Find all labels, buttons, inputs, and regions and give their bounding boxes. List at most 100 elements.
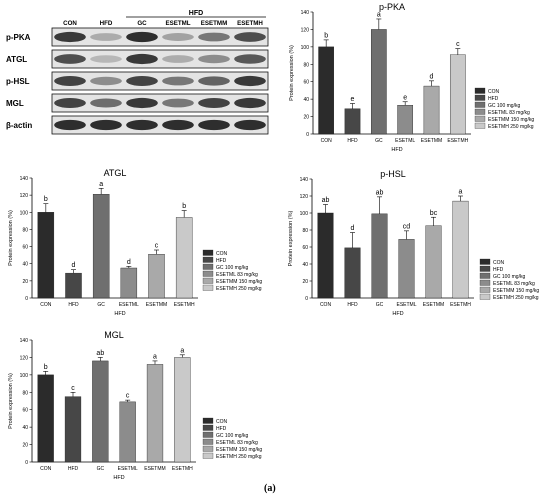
legend-label: ESETMH 250 mg/kg bbox=[216, 454, 262, 460]
blot-lane-label: ESETMM bbox=[201, 20, 227, 27]
bar bbox=[37, 212, 55, 299]
blot-protein-label: MGL bbox=[6, 99, 24, 108]
x-tick-label: HFD bbox=[68, 466, 79, 472]
bar bbox=[92, 194, 110, 299]
bar bbox=[423, 85, 440, 135]
blot-band bbox=[90, 98, 122, 108]
legend-swatch bbox=[474, 122, 486, 129]
legend-label: HFD bbox=[488, 96, 499, 102]
blot-band bbox=[126, 119, 158, 131]
significance-label: a bbox=[180, 347, 184, 354]
legend-label: ESETMH 250 mg/kg bbox=[216, 286, 262, 292]
legend-label: ESETMH 250 mg/kg bbox=[493, 295, 539, 301]
legend-label: HFD bbox=[216, 426, 227, 432]
x-tick-label: ESETMM bbox=[423, 302, 444, 308]
blot-band bbox=[126, 76, 158, 86]
legend-label: HFD bbox=[493, 267, 504, 273]
legend-swatch bbox=[202, 277, 214, 284]
chart-title: p-HSL bbox=[380, 169, 406, 179]
legend-swatch bbox=[202, 431, 214, 438]
x-tick-label: HFD bbox=[347, 302, 358, 308]
blot-band bbox=[126, 53, 158, 65]
blot-band bbox=[90, 119, 122, 131]
significance-label: a bbox=[459, 189, 463, 196]
blot-band bbox=[198, 76, 230, 86]
legend-swatch bbox=[202, 284, 214, 291]
significance-label: ab bbox=[376, 189, 384, 196]
x-tick-label: ESETML bbox=[119, 302, 139, 308]
blot-band bbox=[54, 76, 86, 86]
y-tick-label: 120 bbox=[300, 194, 309, 200]
legend-swatch bbox=[202, 249, 214, 256]
bar bbox=[398, 239, 415, 299]
x-tick-label: ESETML bbox=[118, 466, 138, 472]
significance-label: d bbox=[72, 262, 76, 269]
x-tick-label: HFD bbox=[347, 138, 358, 144]
legend-label: GC 100 mg/kg bbox=[488, 103, 520, 109]
bar bbox=[120, 267, 138, 299]
y-tick-label: 120 bbox=[20, 193, 29, 199]
legend-label: ESETML 83 mg/kg bbox=[216, 272, 258, 278]
y-tick-label: 120 bbox=[301, 27, 310, 33]
legend-label: CON bbox=[493, 260, 505, 266]
legend-label: HFD bbox=[216, 258, 227, 264]
x-tick-label: GC bbox=[97, 466, 105, 472]
legend-swatch bbox=[202, 424, 214, 431]
legend-label: GC 100 mg/kg bbox=[216, 433, 248, 439]
x-tick-label: GC bbox=[376, 302, 384, 308]
y-tick-label: 100 bbox=[301, 45, 310, 51]
blot-lane-label: HFD bbox=[100, 20, 113, 27]
blot-lane-label: ESETMH bbox=[237, 20, 263, 27]
blot-band bbox=[162, 119, 194, 131]
legend-swatch bbox=[474, 101, 486, 108]
legend-label: ESETML 83 mg/kg bbox=[216, 440, 258, 446]
y-tick-label: 0 bbox=[25, 296, 28, 302]
blot-band bbox=[198, 32, 230, 42]
bar bbox=[452, 200, 469, 299]
x-tick-label: GC bbox=[375, 138, 383, 144]
y-tick-label: 80 bbox=[302, 228, 308, 234]
legend-swatch bbox=[479, 258, 491, 265]
x-axis-label: HFD bbox=[113, 475, 124, 481]
y-tick-label: 140 bbox=[301, 10, 310, 16]
blot-lane-label: ESETML bbox=[165, 20, 190, 27]
legend-label: CON bbox=[488, 89, 500, 95]
blot-band bbox=[90, 76, 122, 86]
chart-title: p-PKA bbox=[379, 2, 405, 12]
bar bbox=[119, 401, 136, 463]
legend-label: CON bbox=[216, 251, 228, 257]
y-tick-label: 0 bbox=[306, 132, 309, 138]
blot-band bbox=[90, 33, 122, 41]
blot-band bbox=[54, 98, 86, 108]
significance-label: a bbox=[377, 11, 381, 18]
legend-swatch bbox=[202, 270, 214, 277]
significance-label: b bbox=[182, 203, 186, 210]
significance-label: e bbox=[403, 94, 407, 101]
x-tick-label: CON bbox=[321, 138, 333, 144]
blot-band bbox=[90, 55, 122, 63]
legend-label: ESETML 83 mg/kg bbox=[488, 110, 530, 116]
x-tick-label: CON bbox=[40, 302, 52, 308]
y-axis-label: Protein expression (%) bbox=[8, 210, 14, 266]
significance-label: e bbox=[351, 96, 355, 103]
blot-protein-label: β-actin bbox=[6, 121, 32, 130]
blot-protein-label: p-HSL bbox=[6, 77, 30, 86]
blot-band bbox=[126, 97, 158, 109]
x-tick-label: ESETML bbox=[396, 302, 416, 308]
x-tick-label: ESETMM bbox=[144, 466, 165, 472]
y-tick-label: 20 bbox=[22, 279, 28, 285]
chart-atgl: ATGL 0 20 40 60 80 100 120 140 Protein expression… bbox=[8, 168, 262, 317]
bar bbox=[344, 247, 361, 299]
blot-band bbox=[162, 76, 194, 86]
significance-label: d bbox=[430, 73, 434, 80]
blot-band bbox=[54, 54, 86, 64]
legend-label: ESETMM 150 mg/kg bbox=[488, 117, 534, 123]
legend-swatch bbox=[474, 108, 486, 115]
blot-band bbox=[162, 98, 194, 108]
significance-label: a bbox=[153, 353, 157, 360]
blot-band bbox=[162, 55, 194, 63]
significance-label: b bbox=[324, 32, 328, 39]
legend-swatch bbox=[202, 263, 214, 270]
blot-group-label: HFD bbox=[189, 10, 203, 17]
